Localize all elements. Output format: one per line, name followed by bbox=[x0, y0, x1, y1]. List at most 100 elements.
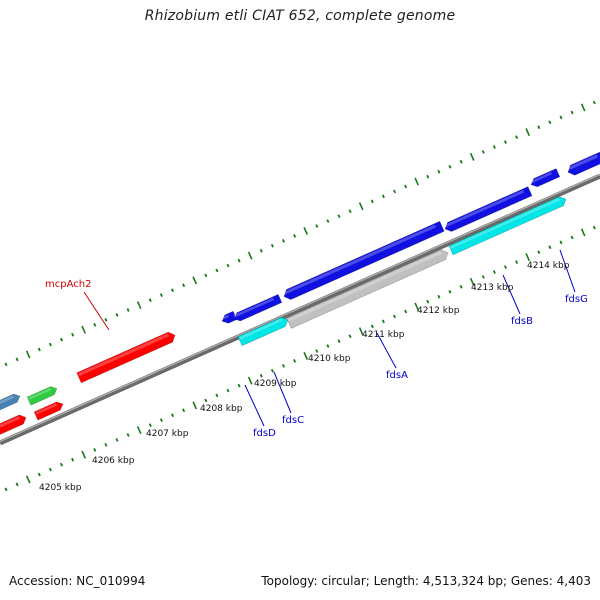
inner-tick bbox=[515, 260, 519, 264]
outer-tick bbox=[370, 199, 374, 204]
inner-tick bbox=[159, 418, 163, 422]
gene-label-fdsb: fdsB bbox=[511, 316, 533, 327]
scale-labels: 4205 kbp 4206 kbp 4207 kbp 4208 kbp 4209 kbp… bbox=[39, 261, 570, 493]
feature-fdsd bbox=[237, 316, 289, 347]
outer-tick bbox=[192, 276, 198, 285]
label-leaders bbox=[83, 249, 576, 427]
outer-tick bbox=[414, 177, 420, 186]
inner-tick bbox=[348, 334, 352, 339]
outer-tick bbox=[358, 202, 364, 211]
inner-tick bbox=[182, 408, 186, 413]
outer-tick bbox=[515, 135, 519, 139]
feature-blue bbox=[530, 168, 561, 188]
inner-tick bbox=[71, 457, 75, 462]
feature-blue bbox=[233, 293, 283, 322]
inner-tick bbox=[237, 383, 241, 388]
genome-summary: Topology: circular; Length: 4,513,324 bp… bbox=[261, 574, 591, 588]
outer-tick bbox=[293, 234, 297, 238]
feature-fdsb bbox=[448, 196, 567, 256]
inner-tick bbox=[381, 319, 385, 324]
outer-tick bbox=[525, 128, 531, 137]
inner-tick bbox=[337, 339, 341, 343]
scale-label: 4206 kbp bbox=[92, 456, 135, 466]
outer-tick bbox=[337, 214, 341, 218]
outer-tick bbox=[104, 318, 108, 322]
inner-tick bbox=[4, 487, 8, 492]
outer-tick bbox=[426, 174, 430, 179]
outer-tick bbox=[136, 301, 142, 310]
inner-tick bbox=[59, 462, 64, 467]
leader-line bbox=[559, 249, 576, 293]
outer-tick bbox=[148, 298, 152, 302]
outer-tick bbox=[247, 251, 253, 260]
feature-red bbox=[33, 401, 64, 421]
outer-tick bbox=[115, 313, 119, 317]
inner-tick bbox=[293, 359, 297, 363]
inner-tick bbox=[170, 413, 175, 418]
outer-tick bbox=[226, 263, 230, 268]
outer-tick bbox=[37, 347, 41, 352]
inner-tick bbox=[570, 235, 574, 240]
inner-tick bbox=[25, 475, 31, 484]
inner-tick bbox=[192, 401, 198, 410]
inner-tick bbox=[115, 438, 119, 442]
outer-tick bbox=[126, 308, 130, 312]
leader-line bbox=[502, 274, 521, 315]
outer-tick bbox=[315, 224, 319, 228]
leader-line bbox=[244, 384, 265, 427]
genome-backbone-highlight bbox=[0, 173, 600, 443]
inner-tick bbox=[426, 299, 430, 304]
feature-green bbox=[26, 386, 58, 406]
feature-blue bbox=[221, 310, 238, 324]
genome-backbone bbox=[0, 173, 600, 446]
outer-tick bbox=[492, 145, 496, 149]
scale-label: 4210 kbp bbox=[308, 354, 351, 364]
inner-tick bbox=[315, 349, 319, 353]
outer-tick bbox=[48, 342, 52, 347]
leader-line bbox=[273, 371, 292, 414]
inner-tick bbox=[37, 472, 41, 477]
inner-tick bbox=[492, 270, 496, 274]
inner-tick bbox=[48, 467, 52, 472]
feature-red bbox=[0, 414, 27, 436]
outer-tick bbox=[71, 332, 75, 337]
inner-tick bbox=[537, 250, 541, 255]
outer-tick bbox=[459, 159, 463, 164]
outer-tick bbox=[392, 189, 397, 194]
inner-tick bbox=[93, 448, 97, 452]
inner-tick bbox=[303, 351, 309, 360]
outer-tick bbox=[548, 120, 552, 125]
inner-tick bbox=[259, 373, 263, 378]
outer-tick bbox=[437, 169, 441, 174]
outer-tick bbox=[59, 337, 64, 342]
inner-tick bbox=[414, 302, 420, 311]
feature-fdsb-blue bbox=[444, 186, 533, 232]
inner-tick bbox=[392, 314, 397, 319]
accession-text: Accession: NC_010994 bbox=[9, 574, 146, 588]
inner-tick bbox=[226, 388, 230, 393]
outer-tick bbox=[204, 273, 208, 278]
outer-tick bbox=[25, 350, 31, 359]
inner-tick bbox=[580, 228, 586, 237]
outer-tick bbox=[469, 152, 475, 161]
scale-label: 4211 kbp bbox=[362, 330, 405, 340]
feature-fdsg bbox=[567, 150, 600, 176]
inner-tick bbox=[15, 482, 19, 487]
outer-tick bbox=[81, 325, 87, 334]
outer-tick bbox=[182, 283, 186, 288]
inner-tick-track bbox=[4, 225, 596, 492]
outer-tick bbox=[93, 323, 97, 327]
outer-tick bbox=[15, 357, 19, 362]
outer-tick bbox=[303, 226, 309, 235]
inner-tick bbox=[136, 426, 142, 435]
outer-tick bbox=[570, 110, 574, 115]
gene-label-fdsg: fdsG bbox=[565, 294, 588, 305]
leader-line bbox=[376, 332, 397, 369]
inner-tick bbox=[503, 265, 508, 269]
outer-tick bbox=[215, 268, 219, 273]
gene-labels: mcpAch2 fdsD fdsC fdsA fdsB fdsG bbox=[45, 279, 588, 439]
outer-tick bbox=[159, 293, 163, 297]
outer-tick bbox=[481, 150, 485, 154]
inner-tick bbox=[126, 433, 130, 437]
